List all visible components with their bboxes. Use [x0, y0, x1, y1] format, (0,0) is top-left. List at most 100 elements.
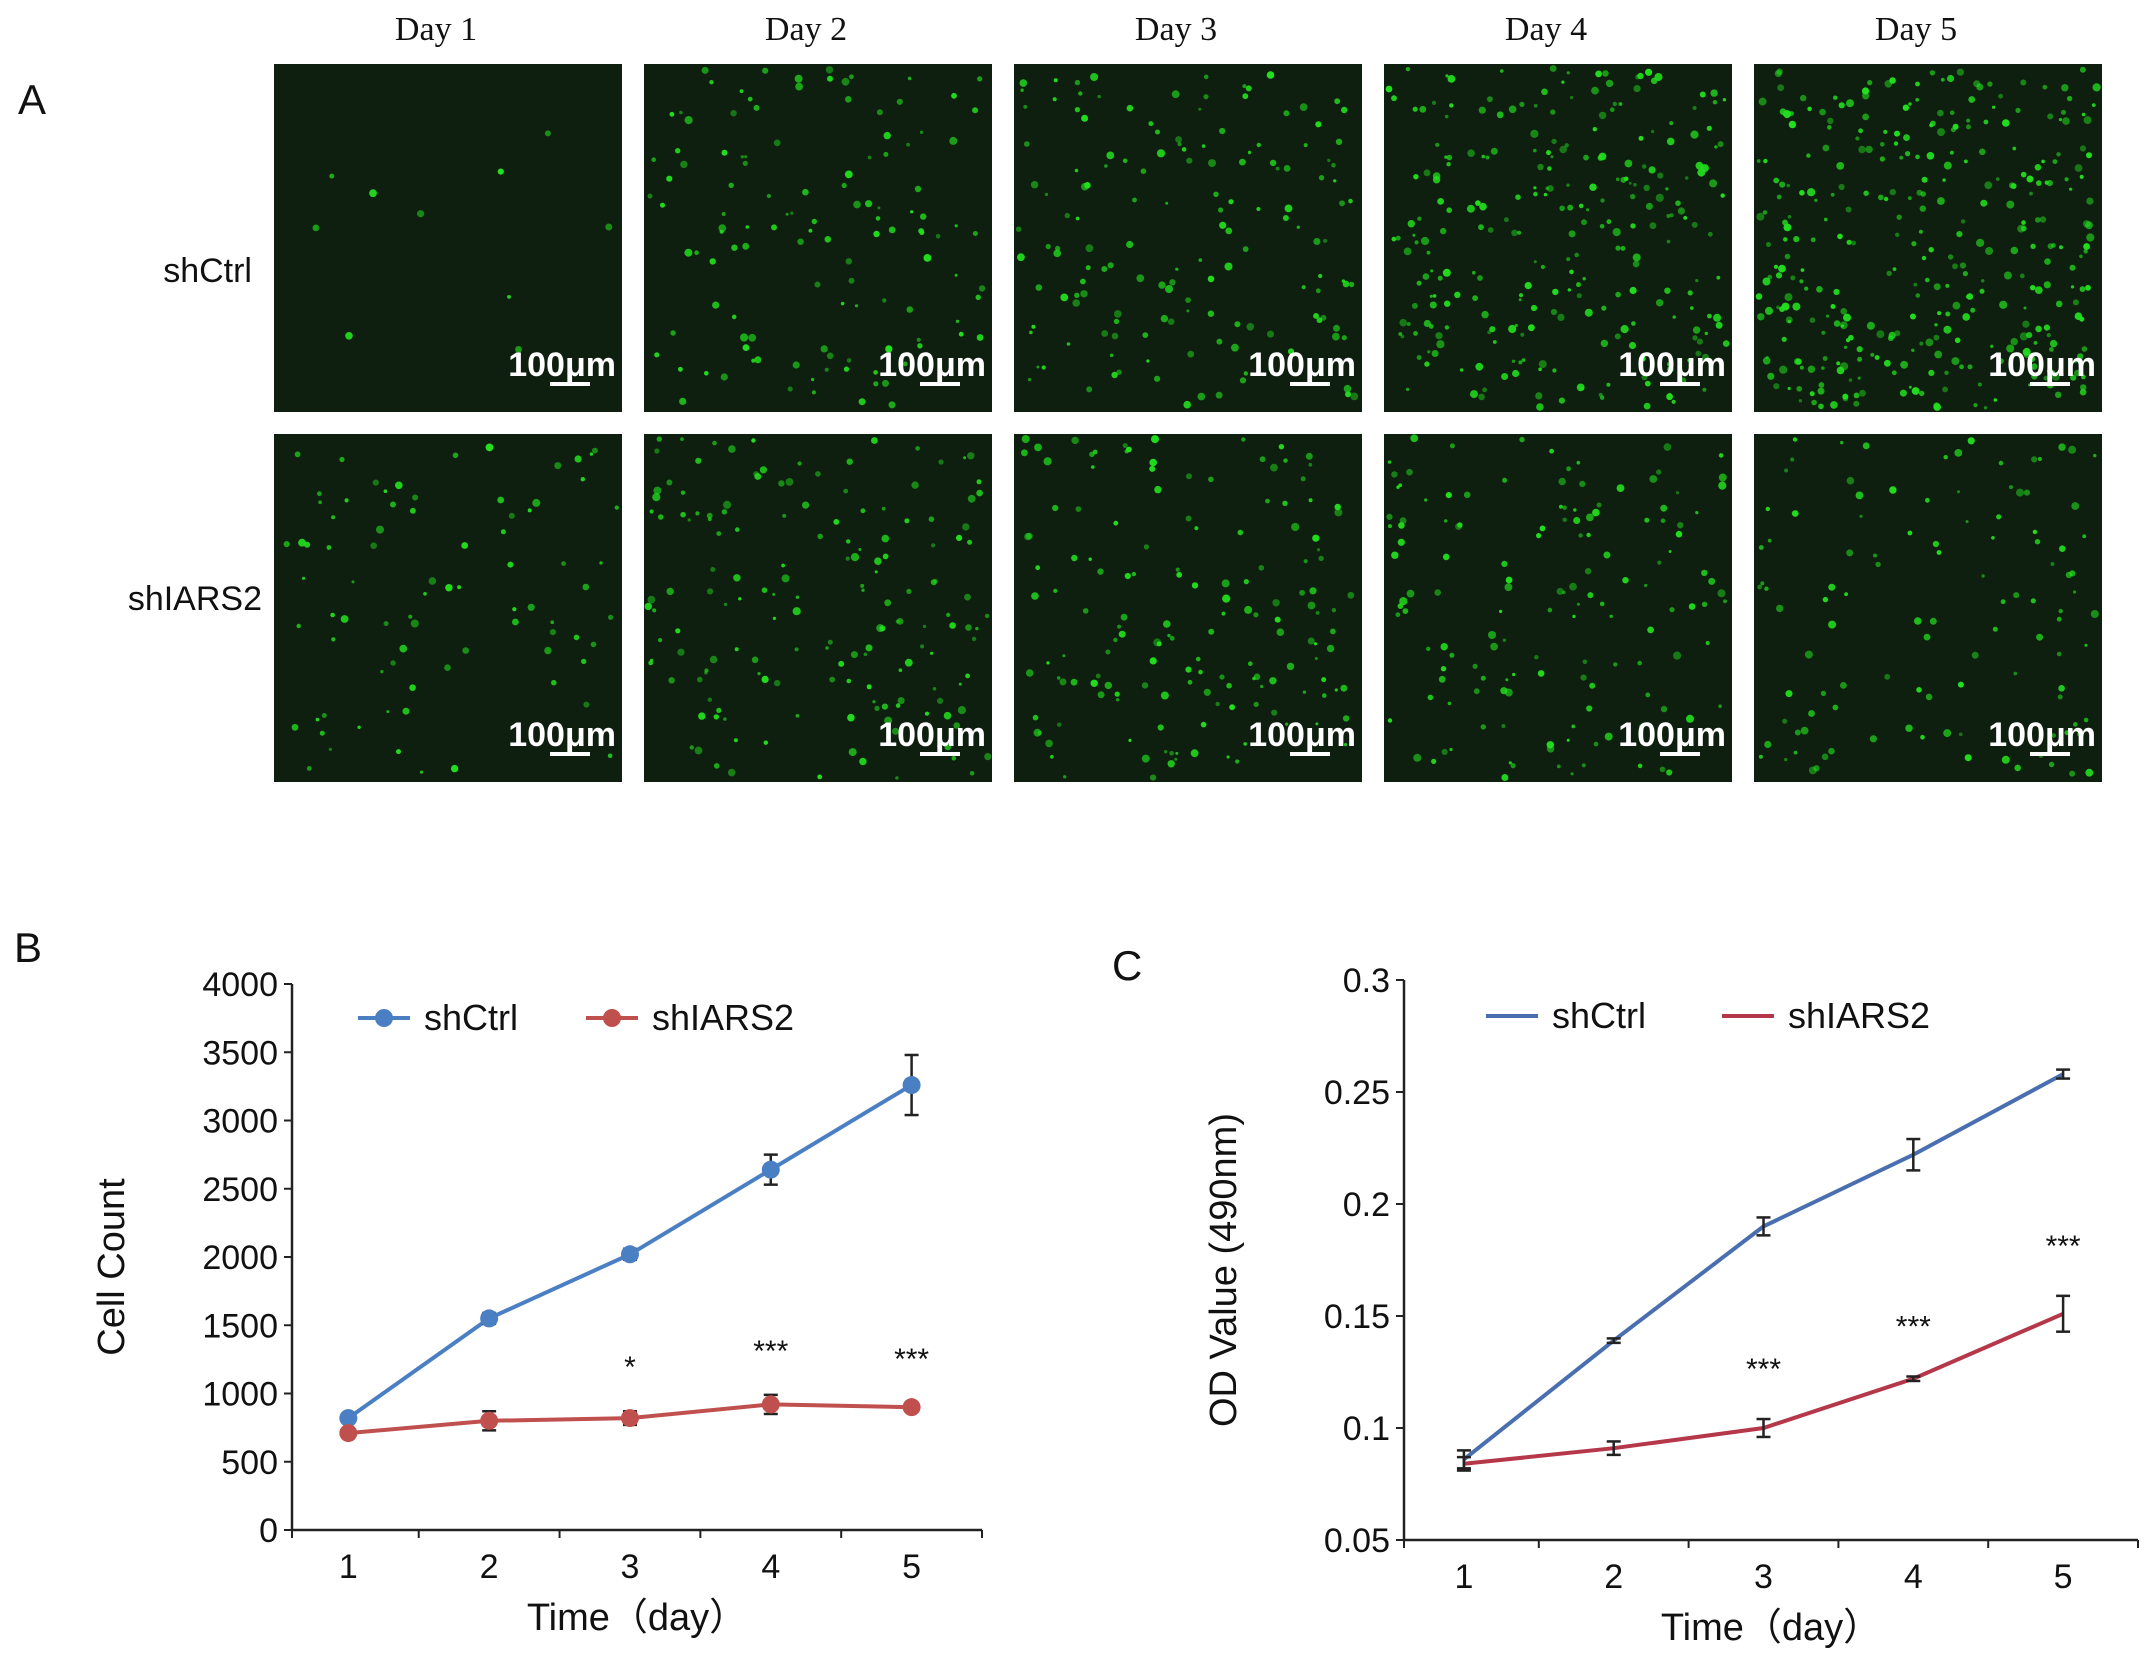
cell-dot	[1980, 199, 1988, 207]
cell-dot	[731, 244, 738, 251]
cell-dot	[1666, 769, 1673, 776]
cell-dot	[1848, 334, 1854, 341]
cell-dot	[1628, 341, 1637, 350]
cell-dot	[1203, 74, 1209, 80]
cell-dot	[1511, 359, 1516, 363]
cell-dot	[738, 597, 742, 601]
cell-dot	[1952, 123, 1959, 130]
cell-dot	[1610, 107, 1615, 112]
cell-dot	[1241, 437, 1246, 442]
cell-dot	[2070, 285, 2075, 289]
cell-dot	[1256, 207, 1261, 211]
cell-dot	[824, 236, 832, 243]
cell-dot	[1695, 350, 1702, 357]
cell-dot	[1402, 608, 1409, 614]
cell-dot	[1477, 275, 1483, 281]
cell-dot	[1566, 257, 1571, 262]
cell-dot	[1485, 155, 1490, 160]
cell-dot	[943, 711, 952, 720]
cell-dot	[2058, 608, 2063, 614]
cell-dot	[1811, 399, 1817, 406]
cell-dot	[1489, 326, 1496, 333]
cell-dot	[1097, 94, 1101, 99]
cell-dot	[1840, 324, 1845, 328]
scale-bar-label: 100μm	[1248, 716, 1356, 754]
cell-dot	[1766, 242, 1771, 247]
y-axis-title: OD Value (490nm)	[1203, 1113, 1245, 1427]
cell-dot	[1905, 151, 1911, 157]
cell-dot	[1303, 559, 1308, 564]
cell-dot	[2020, 79, 2027, 86]
cell-dot	[1154, 375, 1161, 382]
cell-dot	[1191, 582, 1199, 589]
cell-dot	[1437, 275, 1443, 281]
cell-dot	[1269, 159, 1277, 167]
cell-dot	[2031, 456, 2038, 463]
cell-dot	[1053, 78, 1058, 83]
cell-dot	[1546, 150, 1551, 156]
cell-dot	[1571, 724, 1576, 729]
cell-dot	[1677, 522, 1684, 529]
cell-dot	[1569, 582, 1577, 591]
cell-dot	[794, 647, 799, 652]
cell-dot	[1318, 175, 1325, 181]
cell-dot	[1268, 366, 1274, 372]
cell-dot	[1275, 166, 1280, 171]
cell-dot	[827, 75, 833, 82]
cell-dot	[1957, 681, 1964, 688]
cell-dot	[1430, 269, 1434, 273]
cell-dot	[840, 301, 845, 306]
cell-dot	[1782, 718, 1788, 724]
cell-dot	[2019, 332, 2028, 341]
cell-dot	[1928, 247, 1934, 253]
cell-dot	[2046, 333, 2051, 338]
cell-dot	[1482, 387, 1487, 393]
cell-dot	[712, 301, 720, 309]
cell-dot	[1943, 325, 1952, 334]
cell-dot	[1818, 382, 1825, 388]
cell-dot	[1957, 490, 1960, 494]
micrograph-background	[1014, 434, 1362, 782]
cell-dot	[2081, 346, 2088, 352]
cell-dot	[1675, 491, 1680, 495]
cell-dot	[1432, 176, 1441, 184]
cell-dot	[2033, 341, 2038, 345]
cell-dot	[2077, 353, 2084, 360]
cell-dot	[1915, 81, 1920, 87]
cell-dot	[1472, 270, 1476, 275]
cell-dot	[1302, 690, 1306, 694]
cell-dot	[906, 588, 912, 595]
cell-dot	[1996, 514, 2002, 520]
cell-dot	[771, 224, 777, 231]
cell-dot	[500, 529, 506, 535]
cell-dot	[1954, 337, 1961, 344]
cell-dot	[1440, 666, 1447, 672]
cell-dot	[1561, 80, 1565, 84]
cell-dot	[766, 193, 772, 199]
cell-dot	[1499, 609, 1503, 614]
cell-dot	[772, 616, 777, 621]
cell-dot	[1583, 154, 1589, 161]
cell-dot	[1855, 491, 1864, 500]
cell-dot	[1779, 365, 1788, 374]
cell-dot	[1600, 198, 1605, 203]
cell-dot	[1406, 468, 1413, 476]
cell-dot	[1580, 386, 1585, 391]
cell-dot	[1549, 448, 1554, 454]
cell-dot	[967, 539, 973, 545]
cell-dot	[1564, 143, 1569, 148]
cell-dot	[1449, 443, 1455, 449]
cell-dot	[544, 130, 551, 137]
y-tick-label: 0.1	[1343, 1410, 1390, 1448]
cell-dot	[1702, 353, 1709, 361]
cell-dot	[302, 576, 306, 580]
cell-dot	[1779, 108, 1787, 115]
cell-dot	[1407, 220, 1416, 228]
cell-dot	[1429, 301, 1437, 309]
cell-dot	[1891, 370, 1897, 376]
cell-dot	[1598, 152, 1607, 161]
cell-dot	[1792, 302, 1801, 311]
cell-dot	[1920, 734, 1925, 740]
cell-dot	[1722, 340, 1730, 347]
cell-dot	[792, 607, 801, 616]
